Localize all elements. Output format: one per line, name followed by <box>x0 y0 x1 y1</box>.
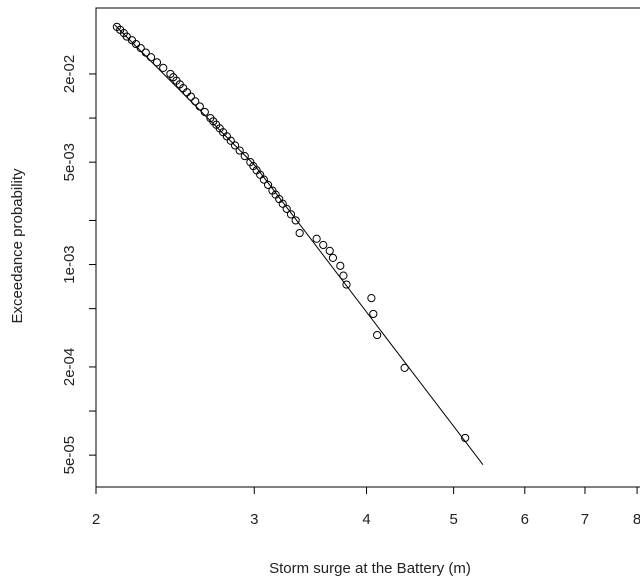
data-point <box>240 151 249 161</box>
data-point <box>146 53 156 62</box>
plot-box <box>95 7 640 488</box>
y-tick-label: 1e-03 <box>61 245 78 283</box>
data-point <box>461 433 470 443</box>
y-tick-label: 5e-05 <box>61 436 78 474</box>
data-point <box>136 44 145 53</box>
data-point <box>336 261 345 270</box>
data-point <box>230 141 240 150</box>
data-point <box>369 309 378 319</box>
data-point <box>325 246 334 255</box>
y-tick-label: 2e-02 <box>61 55 78 93</box>
x-tick-label: 2 <box>92 511 100 528</box>
x-tick-label: 6 <box>521 511 529 528</box>
x-tick-label: 7 <box>581 511 589 528</box>
data-point <box>141 48 150 57</box>
x-tick-label: 3 <box>250 511 258 528</box>
data-point <box>152 58 162 67</box>
x-axis-label: Storm surge at the Battery (m) <box>269 560 471 577</box>
data-point <box>373 330 382 340</box>
data-point <box>319 240 328 250</box>
data-point <box>259 175 268 184</box>
data-point <box>235 146 244 155</box>
y-tick-label: 5e-03 <box>61 143 78 181</box>
fit-line <box>114 24 484 466</box>
data-point <box>339 271 348 280</box>
data-point <box>342 280 351 289</box>
x-tick-label: 5 <box>449 511 457 528</box>
data-point <box>191 97 200 106</box>
data-point <box>312 234 321 243</box>
data-point <box>159 63 168 72</box>
data-point <box>222 132 232 141</box>
data-point <box>263 180 273 189</box>
data-point <box>282 204 291 213</box>
data-point <box>286 210 296 219</box>
data-point <box>291 216 300 225</box>
data-point <box>131 39 141 49</box>
data-point <box>367 294 376 303</box>
x-tick-label: 4 <box>362 511 370 528</box>
y-tick-label: 2e-04 <box>61 348 78 386</box>
data-point <box>226 136 235 145</box>
data-point <box>295 228 304 238</box>
data-point <box>400 363 409 372</box>
y-axis-label: Exceedance probability <box>9 168 26 324</box>
data-point <box>200 107 209 117</box>
data-point <box>195 102 204 111</box>
data-point <box>328 253 338 263</box>
data-point <box>278 199 287 208</box>
x-tick-label: 8 <box>633 511 640 528</box>
data-point <box>186 92 196 101</box>
